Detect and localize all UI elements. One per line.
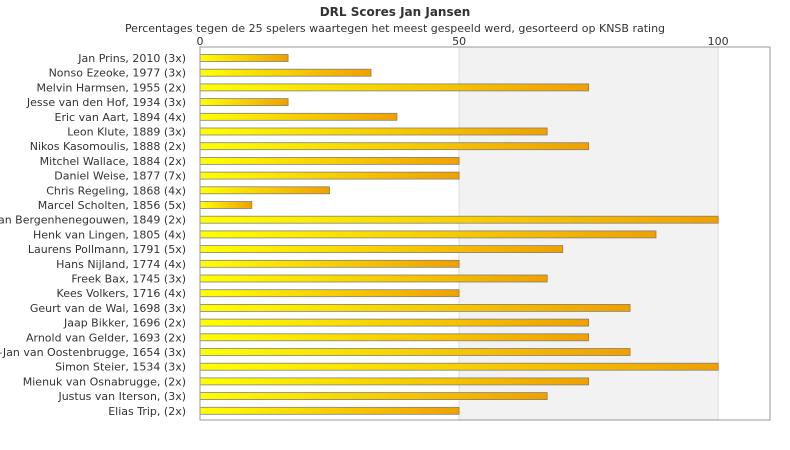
bar xyxy=(199,83,590,92)
category-label: Geurt van de Wal, 1698 (3x) xyxy=(30,302,186,315)
category-label: Daniel Weise, 1877 (7x) xyxy=(54,170,186,183)
bar xyxy=(199,230,657,239)
chart-title: DRL Scores Jan Jansen xyxy=(319,5,471,19)
bar xyxy=(199,333,590,342)
bar xyxy=(199,215,719,224)
category-label: Elias Trip, (2x) xyxy=(108,405,186,418)
category-label: Laurens Pollmann, 1791 (5x) xyxy=(28,243,186,256)
bar xyxy=(199,156,460,165)
bar xyxy=(199,392,548,401)
bar xyxy=(199,171,460,180)
bar xyxy=(199,245,564,254)
plot-frame xyxy=(199,46,771,421)
category-label: Jan Prins, 2010 (3x) xyxy=(77,52,186,65)
category-label: Jesse van den Hof, 1934 (3x) xyxy=(26,96,186,109)
category-label: Marcel Scholten, 1856 (5x) xyxy=(38,199,186,212)
bar xyxy=(199,348,631,356)
bar xyxy=(199,112,398,121)
category-label: Melvin Harmsen, 1955 (2x) xyxy=(37,81,186,94)
bar xyxy=(199,127,548,136)
bar xyxy=(199,142,590,151)
bar xyxy=(199,259,460,268)
category-label: Leon Klute, 1889 (3x) xyxy=(67,126,186,139)
category-label: Freek Bax, 1745 (3x) xyxy=(71,273,186,286)
bar xyxy=(199,274,548,283)
category-label: Nonso Ezeoke, 1977 (3x) xyxy=(49,67,186,80)
bar xyxy=(199,303,631,312)
bar xyxy=(199,54,289,62)
bar xyxy=(199,377,590,386)
category-label: Nikos Kasomoulis, 1888 (2x) xyxy=(30,140,186,153)
x-tick-label: 100 xyxy=(708,35,729,48)
category-label: Mitchel Wallace, 1884 (2x) xyxy=(40,155,186,168)
bar xyxy=(199,186,330,195)
category-label: Arnold van Gelder, 1693 (2x) xyxy=(26,331,186,344)
x-tick-label: 0 xyxy=(197,35,204,48)
plot-band xyxy=(718,47,770,420)
category-label: Henk van Lingen, 1805 (4x) xyxy=(33,228,186,241)
category-label: t-Jan van Oostenbrugge, 1654 (3x) xyxy=(0,346,186,359)
x-tick-label: 50 xyxy=(452,35,466,48)
category-label: Hans Nijland, 1774 (4x) xyxy=(56,258,186,271)
category-label: Jaap Bikker, 1696 (2x) xyxy=(63,317,186,330)
bar xyxy=(199,201,253,209)
category-label: van Bergenhenegouwen, 1849 (2x) xyxy=(0,214,186,227)
category-label: Mienuk van Osnabrugge, (2x) xyxy=(23,375,186,388)
bar xyxy=(199,406,460,415)
category-label: Eric van Aart, 1894 (4x) xyxy=(55,111,186,124)
chart-subtitle: Percentages tegen de 25 spelers waartege… xyxy=(124,22,666,35)
category-label: Chris Regeling, 1868 (4x) xyxy=(46,184,186,197)
bar xyxy=(199,318,590,327)
bar xyxy=(199,289,460,298)
category-label: Kees Volkers, 1716 (4x) xyxy=(57,287,186,300)
bar xyxy=(199,362,719,371)
bar xyxy=(199,98,289,106)
category-label: Justus van Iterson, (3x) xyxy=(57,390,186,403)
bar xyxy=(199,68,372,77)
category-label: Simon Steier, 1534 (3x) xyxy=(55,361,186,374)
